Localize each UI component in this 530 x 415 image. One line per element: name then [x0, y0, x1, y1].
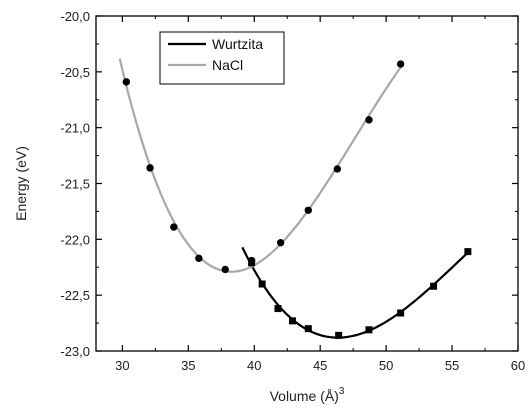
axis-ticks: [96, 15, 519, 352]
data-point-wurtzita: [397, 309, 405, 317]
fit-curve-nacl: [118, 58, 403, 273]
data-point-wurtzita: [430, 282, 438, 290]
legend-label-nacl: NaCl: [212, 57, 243, 73]
data-point-wurtzita: [464, 248, 472, 256]
y-tick-label: -21,0: [60, 121, 90, 136]
x-axis-title: Volume (Å)3: [270, 386, 345, 404]
data-point-nacl: [195, 254, 203, 263]
y-tick-label: -20,0: [60, 9, 90, 24]
x-tick-label: 35: [181, 358, 195, 373]
y-tick-label: -23,0: [60, 344, 90, 359]
x-tick-label: 40: [247, 358, 261, 373]
y-tick-label: -20,5: [60, 65, 90, 80]
data-point-wurtzita: [258, 280, 266, 288]
x-axis-title-superscript: 3: [339, 386, 345, 397]
data-point-nacl: [365, 116, 373, 124]
data-point-nacl: [146, 164, 154, 172]
y-axis-title: Energy (eV): [13, 146, 29, 221]
x-tick-label: 30: [115, 358, 129, 373]
x-tick-label: 60: [511, 358, 525, 373]
data-point-nacl: [170, 223, 178, 231]
y-tick-label: -22,5: [60, 288, 90, 303]
x-axis-title-text: Volume (Å): [270, 388, 339, 404]
data-point-wurtzita: [288, 317, 296, 325]
data-point-nacl: [276, 238, 285, 247]
data-point-nacl: [333, 165, 342, 173]
data-point-nacl: [396, 60, 405, 68]
data-point-nacl: [247, 256, 256, 265]
legend: Wurtzita NaCl: [159, 31, 285, 85]
legend-label-wurtzita: Wurtzita: [212, 36, 263, 52]
data-point-wurtzita: [304, 325, 312, 333]
legend-box: [159, 31, 285, 85]
x-tick-label: 45: [313, 358, 327, 373]
y-tick-label: -21,5: [60, 177, 90, 192]
y-tick-label: -22,0: [60, 232, 90, 247]
x-tick-label: 50: [379, 358, 393, 373]
data-point-wurtzita: [274, 305, 282, 313]
tick-labels: 30 35 40 45 50 55 60 -20,0 -20,5 -21,0 -21,5 -22,0 -…: [60, 9, 525, 373]
data-markers: [122, 60, 472, 339]
data-point-nacl: [221, 265, 229, 274]
x-tick-label: 55: [445, 358, 459, 373]
data-point-wurtzita: [365, 326, 373, 334]
data-point-wurtzita: [335, 331, 343, 339]
data-point-nacl: [304, 206, 313, 214]
data-point-nacl: [122, 78, 131, 86]
